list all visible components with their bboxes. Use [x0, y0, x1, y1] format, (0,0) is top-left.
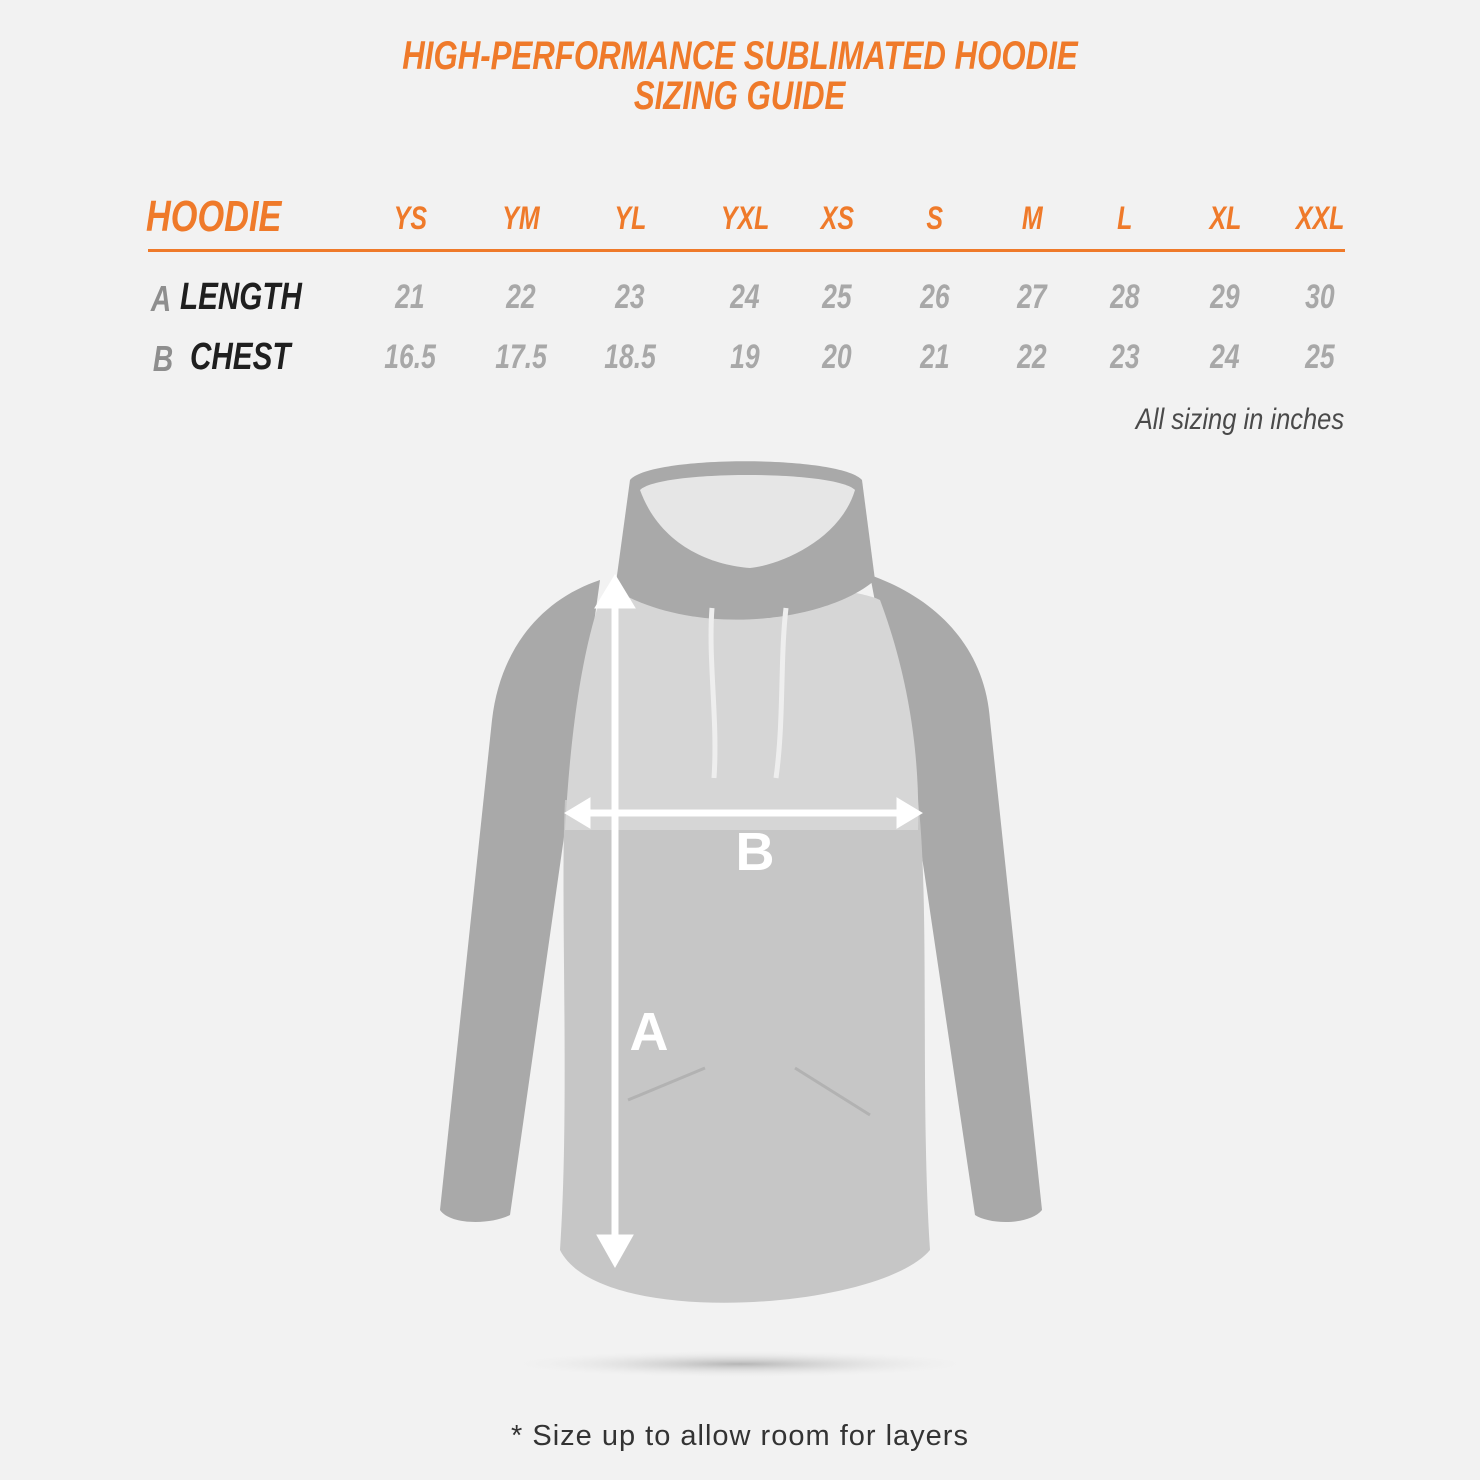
cell-chest-s: 21	[920, 338, 950, 376]
units-note: All sizing in inches	[1135, 403, 1344, 436]
cell-chest-xs: 20	[822, 338, 852, 376]
row-name-chest: CHEST	[190, 336, 291, 378]
shadow	[500, 1350, 980, 1378]
hoodie-body	[560, 800, 930, 1303]
left-sleeve	[440, 580, 600, 1222]
pockets	[627, 1066, 871, 1117]
size-header-yxl: YXL	[720, 200, 770, 236]
size-header-xxl: XXL	[1295, 200, 1345, 236]
label-b: B	[736, 822, 775, 882]
cell-chest-ym: 17.5	[495, 338, 547, 376]
title-line-1: HIGH-PERFORMANCE SUBLIMATED HOODIE	[402, 34, 1078, 78]
size-header-m: M	[1021, 200, 1043, 236]
row-letter-b: B	[152, 338, 174, 379]
size-header-l: L	[1117, 200, 1133, 236]
drawstrings	[708, 607, 789, 779]
cell-chest-xl: 24	[1210, 338, 1240, 376]
cell-length-xs: 25	[822, 278, 852, 316]
length-arrow	[594, 574, 636, 1269]
size-header-yl: YL	[614, 200, 646, 236]
size-header-ys: YS	[393, 200, 427, 236]
footnote: * Size up to allow room for layers	[511, 1420, 969, 1452]
cell-chest-m: 22	[1017, 338, 1047, 376]
cell-length-ym: 22	[506, 278, 536, 316]
cell-chest-yl: 18.5	[604, 338, 656, 376]
row-letter-a: A	[150, 278, 172, 319]
table-heading: HOODIE	[146, 192, 282, 241]
size-header-xs: XS	[820, 200, 854, 236]
chest-panel	[565, 585, 919, 830]
cell-chest-xxl: 25	[1305, 338, 1335, 376]
cell-chest-ys: 16.5	[384, 338, 436, 376]
cell-chest-l: 23	[1110, 338, 1140, 376]
cell-length-yl: 23	[615, 278, 645, 316]
title-line-2: SIZING GUIDE	[634, 74, 846, 118]
cell-length-xxl: 30	[1305, 278, 1335, 316]
row-name-length: LENGTH	[180, 276, 302, 318]
cell-length-s: 26	[920, 278, 950, 316]
chest-arrow	[564, 797, 923, 829]
cell-chest-yxl: 19	[730, 338, 760, 376]
header-divider	[148, 249, 1345, 252]
size-header-s: S	[926, 200, 944, 236]
label-a: A	[630, 1002, 669, 1062]
cell-length-xl: 29	[1210, 278, 1240, 316]
cell-length-yxl: 24	[730, 278, 760, 316]
cell-length-l: 28	[1110, 278, 1140, 316]
size-header-xl: XL	[1209, 200, 1241, 236]
cell-length-m: 27	[1017, 278, 1047, 316]
hood-lining	[640, 475, 855, 568]
cell-length-ys: 21	[395, 278, 425, 316]
size-header-ym: YM	[502, 200, 540, 236]
